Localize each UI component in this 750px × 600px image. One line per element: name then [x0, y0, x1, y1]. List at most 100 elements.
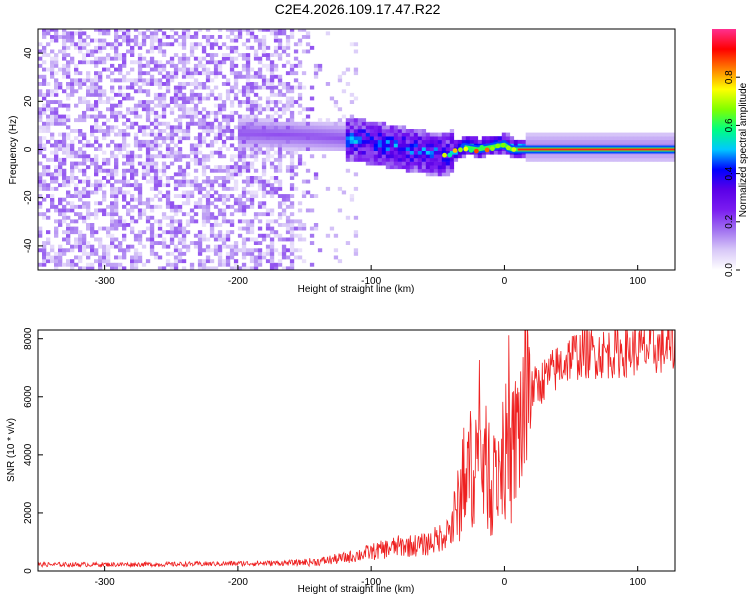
spectrogram-cell — [237, 143, 243, 148]
spectrogram-cell — [557, 136, 562, 141]
spectrogram-cell — [177, 150, 183, 155]
spectrogram-cell — [269, 190, 275, 195]
spectrogram-cell — [329, 136, 335, 141]
spectrogram-cell — [106, 53, 111, 57]
spectrogram-cell — [501, 136, 507, 141]
spectrogram-cell — [102, 38, 107, 43]
spectrogram-cell — [66, 82, 71, 86]
spectrogram-cell — [305, 49, 311, 54]
spectrogram-cell — [545, 132, 550, 137]
spectrogram-cell — [82, 136, 87, 141]
spectrogram-cell — [201, 63, 207, 68]
spectrogram-cell — [237, 125, 243, 130]
spectrogram-cell — [54, 38, 59, 43]
spectrogram-cell — [273, 179, 279, 184]
spectrogram-cell — [66, 143, 71, 148]
spectrogram-cell — [281, 110, 287, 115]
spectrogram-cell — [269, 82, 275, 86]
spectrogram-cell — [62, 248, 67, 253]
spectrogram-cell — [577, 143, 582, 148]
spectrogram-cell — [289, 244, 295, 249]
spectrogram-cell — [50, 248, 55, 253]
spectrogram-cell — [70, 201, 75, 206]
spectrogram-cell — [86, 53, 91, 57]
spectrogram-cell — [269, 266, 275, 270]
spectrogram-cell — [70, 176, 75, 180]
spectrogram-cell — [237, 139, 243, 144]
spectrogram-cell — [78, 71, 83, 76]
spectrogram-cell — [637, 132, 642, 137]
spectrogram-cell — [70, 244, 75, 249]
spectrogram-cell — [86, 251, 91, 256]
spectrogram-cell — [269, 219, 275, 224]
spectrogram-cell — [261, 49, 267, 54]
spectrogram-cell — [102, 100, 107, 104]
spectrogram-cell — [397, 147, 403, 151]
spectrogram-cell — [313, 71, 319, 76]
spectrogram-cell — [285, 143, 291, 148]
spectrogram-cell — [42, 154, 47, 159]
spectrogram-cell — [106, 204, 111, 209]
spectrogram-cell — [141, 132, 147, 137]
spectrogram-cell — [257, 85, 263, 90]
spectrogram-cell — [78, 168, 83, 173]
spectrogram-cell — [249, 107, 255, 112]
spectrogram-cell — [649, 136, 654, 141]
spectrogram-cell — [301, 121, 307, 126]
spectrogram-cell — [233, 110, 239, 115]
spectrogram-cell — [601, 136, 606, 141]
spectrogram-cell — [445, 139, 451, 144]
spectrogram-cell — [110, 204, 115, 209]
spectrogram-cell — [169, 110, 175, 115]
spectrogram-cell — [253, 237, 259, 242]
spectrogram-cell — [149, 139, 155, 144]
spectrogram-cell — [149, 100, 155, 104]
spectrogram-cell — [54, 259, 59, 264]
spectrogram-cell — [165, 71, 171, 76]
spectrogram-cell — [549, 143, 554, 148]
spectrogram-cell — [217, 71, 223, 76]
spectrogram-cell — [441, 161, 447, 166]
spectrogram-cell — [126, 35, 131, 39]
spectrogram-cell — [225, 35, 231, 39]
spectrogram-cell — [481, 154, 487, 159]
spectrogram-cell — [133, 168, 139, 173]
spectrogram-cell — [86, 85, 91, 90]
spectrogram-cell — [445, 157, 451, 162]
spectrogram-cell — [281, 248, 287, 253]
spectrogram-cell — [38, 89, 43, 94]
spectrogram-cell — [114, 208, 119, 213]
spectrogram-cell — [561, 132, 566, 137]
spectrogram-cell — [94, 259, 99, 264]
spectrogram-cell — [577, 157, 582, 162]
spectrogram-cell — [161, 100, 167, 104]
spectrogram-cell — [98, 78, 103, 83]
spectrogram-cell — [133, 266, 139, 270]
spectrogram-cell — [253, 85, 259, 90]
spectrogram-cell — [50, 110, 55, 115]
spectrogram-cell — [110, 219, 115, 224]
spectrogram-cell — [253, 255, 259, 260]
spectrogram-cell — [633, 132, 638, 137]
spectrogram-cell — [74, 89, 79, 94]
spectrogram-cell — [621, 136, 626, 141]
spectrogram-cell — [213, 96, 219, 101]
spectrogram-cell — [110, 45, 115, 50]
spectrogram-cell — [257, 179, 263, 184]
spectrogram-cell — [38, 129, 43, 133]
spectrogram-cell — [205, 132, 211, 137]
spectrogram-cell — [209, 212, 215, 217]
spectrogram-cell — [333, 132, 339, 137]
spectrogram-cell — [169, 96, 175, 101]
spectrogram-cell — [225, 176, 231, 180]
spectrogram-cell — [74, 71, 79, 76]
spectrogram-cell — [237, 29, 243, 32]
x-tick-label: -100 — [361, 577, 381, 588]
spectrogram-cell — [389, 157, 395, 162]
spectrogram-cell — [133, 197, 139, 202]
spectrogram-cell — [365, 143, 371, 148]
spectrogram-cell — [181, 233, 187, 238]
spectrogram-cell — [161, 92, 167, 97]
spectrogram-cell — [114, 29, 119, 32]
spectrogram-cell — [353, 136, 359, 141]
